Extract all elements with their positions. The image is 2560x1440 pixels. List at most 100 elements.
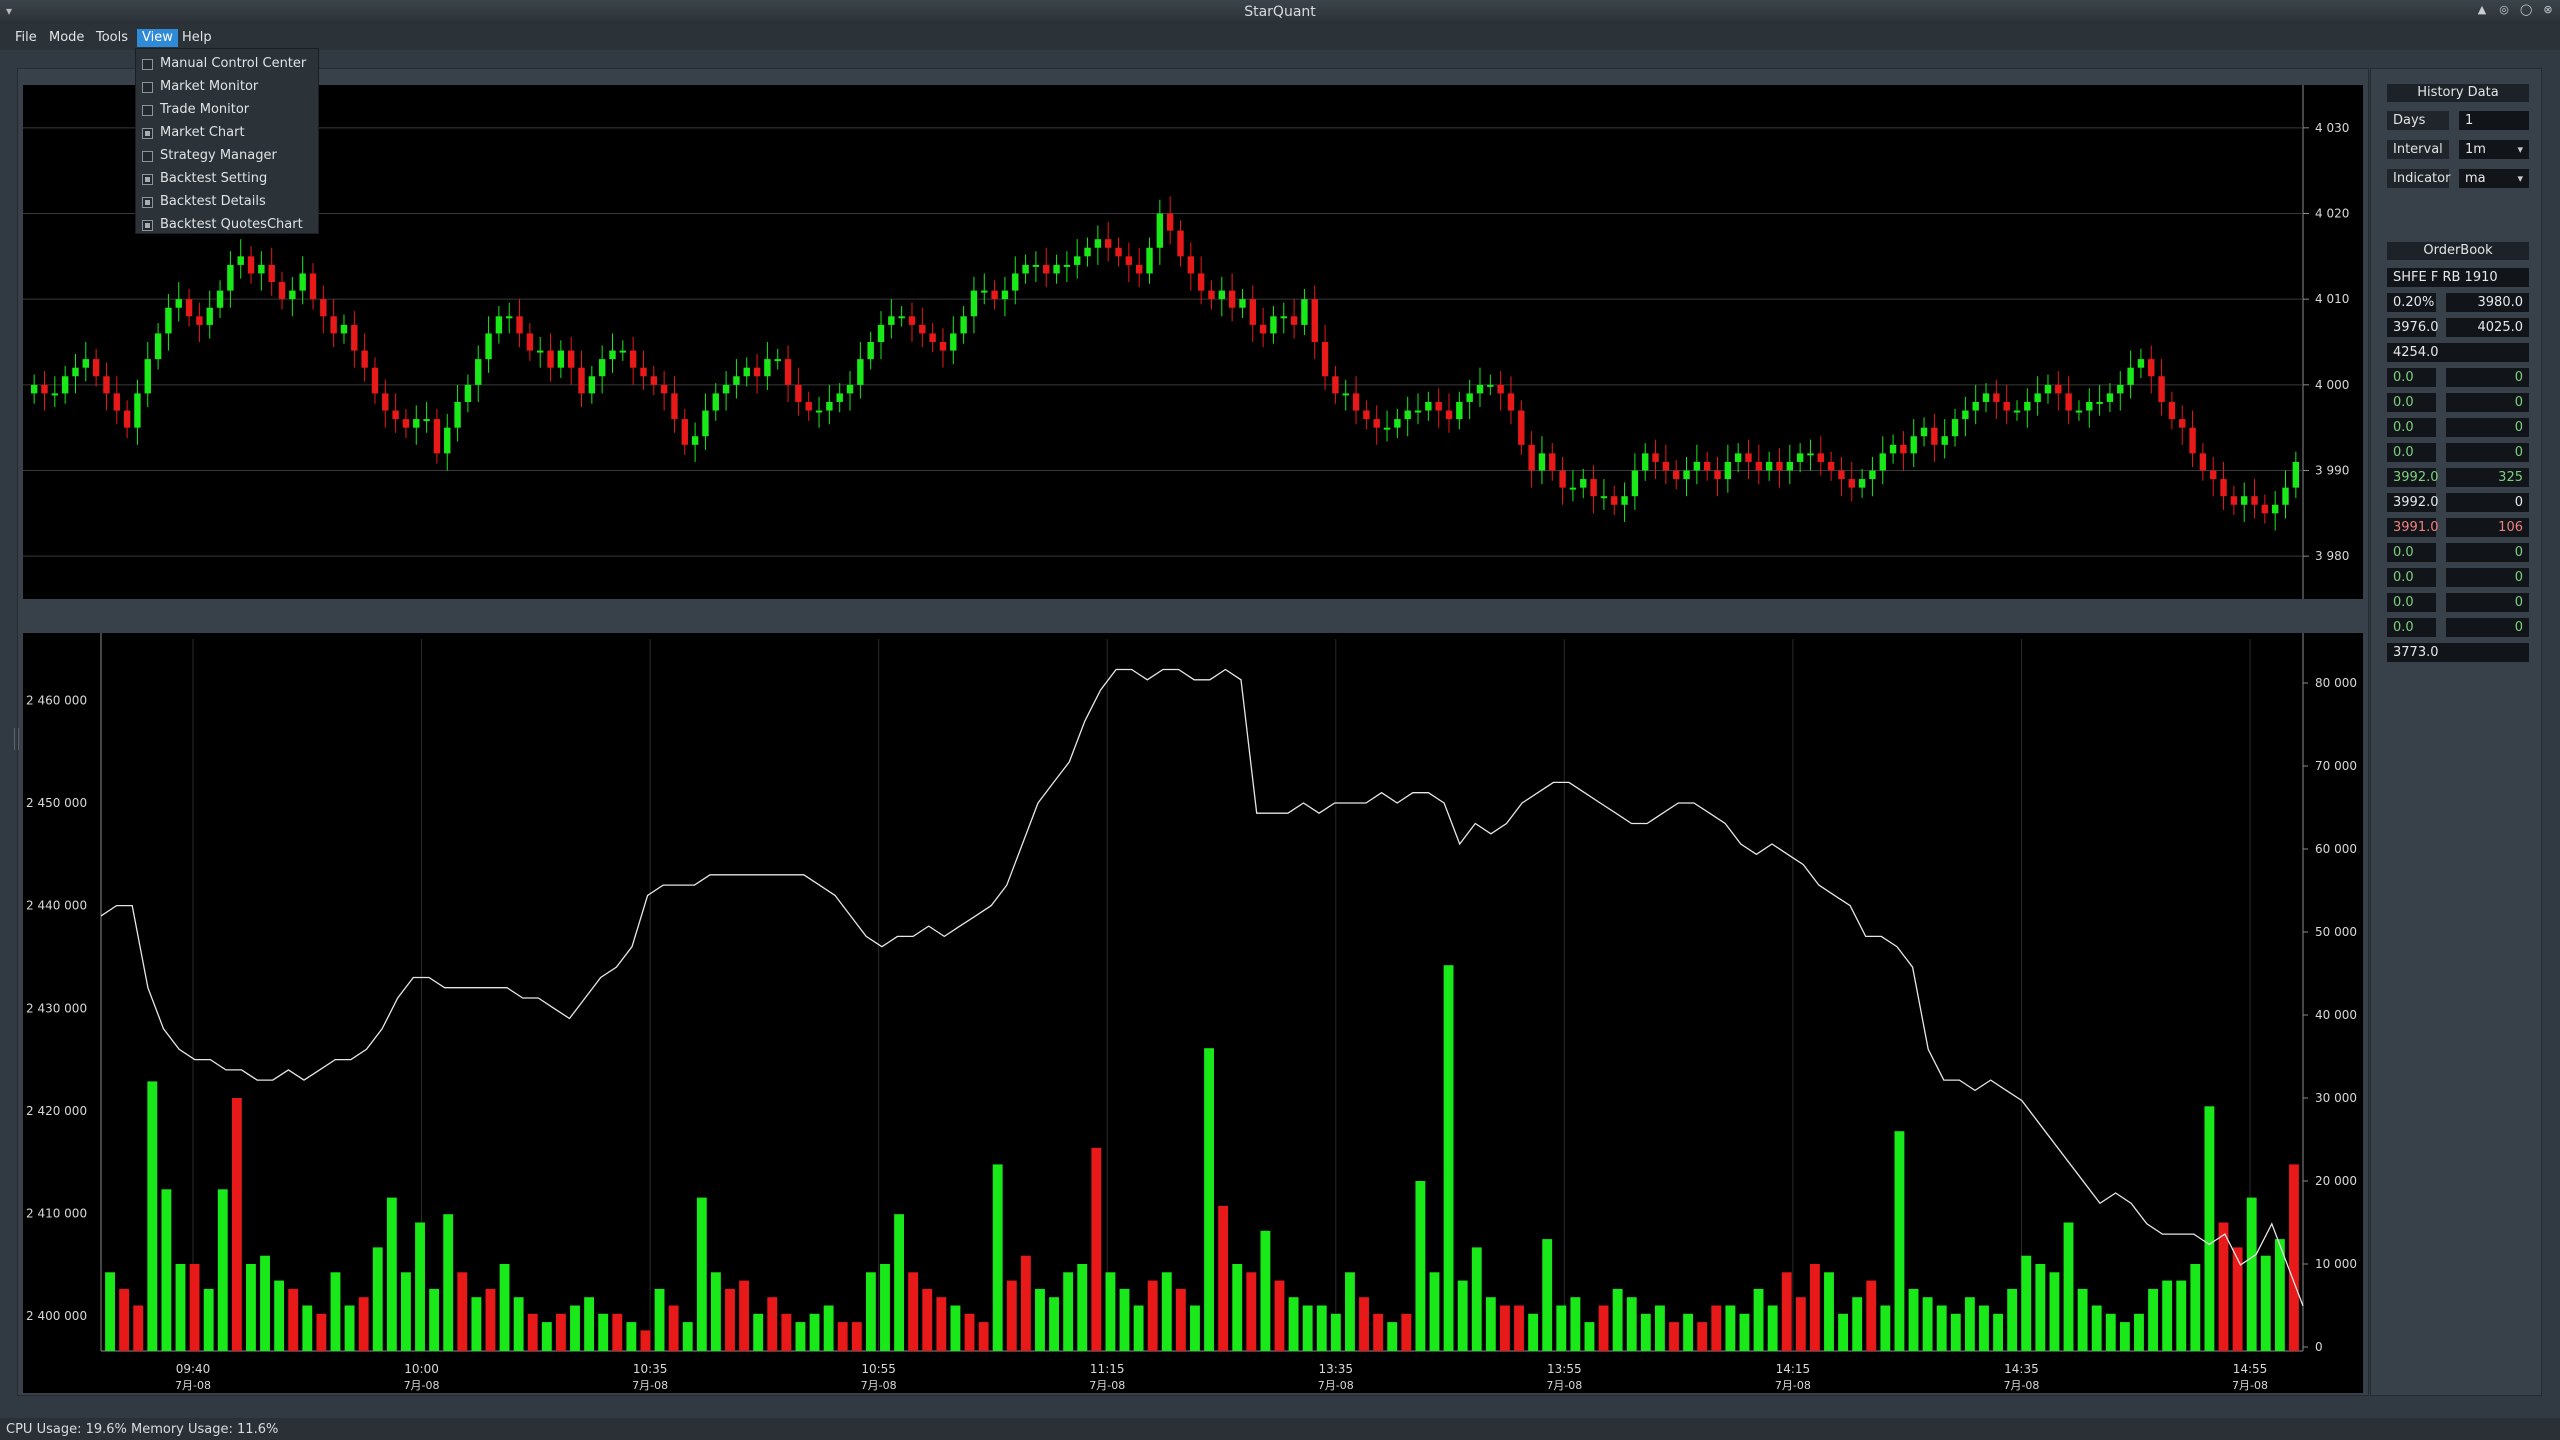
splitter-handle[interactable] [14, 728, 19, 750]
date-tick-label: 7月-08 [1089, 1379, 1125, 1392]
candle-body [423, 419, 430, 422]
volume-bar [443, 1214, 454, 1351]
interval-value: 1m [2465, 142, 2486, 157]
volume-tick-label: 40 000 [2315, 1008, 2357, 1022]
candle-body [1445, 410, 1453, 420]
candle-body [1538, 453, 1546, 471]
checkbox-icon[interactable] [142, 59, 153, 70]
checkbox-icon[interactable] [142, 82, 153, 93]
date-tick-label: 7月-08 [632, 1379, 668, 1392]
volume-bar [992, 1164, 1003, 1351]
candle-body [237, 256, 244, 265]
time-tick-label: 10:55 [861, 1362, 896, 1376]
volume-bar [541, 1322, 552, 1351]
candle-body [1053, 264, 1060, 274]
view-menu-item[interactable]: Manual Control Center [136, 53, 318, 76]
candle-body [475, 359, 482, 385]
candle-body [2292, 461, 2300, 488]
volume-bar [1824, 1272, 1834, 1351]
volume-bar [372, 1247, 383, 1351]
menu-tools[interactable]: Tools [96, 30, 129, 45]
menu-file[interactable]: File [15, 30, 37, 45]
candle-body [2044, 384, 2052, 394]
candle-body [1672, 470, 1680, 480]
volume-bar [978, 1322, 989, 1351]
volume-bar [400, 1272, 411, 1351]
candle-body [588, 376, 596, 394]
indicator-select[interactable]: ma [2459, 169, 2529, 188]
checkbox-icon[interactable] [142, 197, 153, 208]
volume-bar [1753, 1288, 1764, 1351]
volume-bar [471, 1297, 482, 1351]
volume-bar [1443, 965, 1454, 1351]
interval-select[interactable]: 1m [2459, 140, 2529, 159]
volume-bar [1542, 1239, 1553, 1351]
volume-bar [457, 1272, 468, 1351]
menu-mode[interactable]: Mode [49, 30, 85, 45]
time-tick-label: 14:15 [1776, 1362, 1811, 1376]
candle-body [1043, 264, 1050, 274]
candle-body [2179, 419, 2186, 428]
view-menu-item[interactable]: Backtest Details [136, 191, 318, 214]
chart-canvas[interactable]: 4 030 4 020 4 010 4 000 3 990 3 980 2 460 000 2… [18, 69, 2368, 1395]
view-menu-item[interactable]: Backtest Setting [136, 168, 318, 191]
volume-bar [1570, 1297, 1581, 1351]
candle-body [629, 350, 637, 368]
volume-bar [950, 1305, 961, 1351]
menu-help[interactable]: Help [182, 30, 212, 45]
volume-bar [795, 1322, 806, 1351]
candle-body [113, 393, 120, 411]
volume-bar [189, 1264, 200, 1351]
volume-bar [1063, 1272, 1074, 1351]
candle-body [1156, 213, 1164, 248]
candle-body [309, 273, 317, 300]
candle-body [1931, 427, 1938, 445]
menu-view[interactable]: View [137, 29, 178, 47]
candle-body [1951, 419, 1959, 437]
checkbox-icon[interactable] [142, 220, 153, 231]
orderbook-level-price: 0.0 [2387, 368, 2436, 387]
history-data-header: History Data [2387, 84, 2529, 102]
date-tick-label: 7月-08 [1775, 1379, 1811, 1392]
candle-body [371, 367, 379, 394]
candle-body [2065, 393, 2072, 411]
candle-body [1352, 393, 1360, 411]
view-menu-item[interactable]: Trade Monitor [136, 99, 318, 122]
candle-body [1425, 401, 1432, 411]
checkbox-icon[interactable] [142, 105, 153, 116]
view-menu-item[interactable]: Market Chart [136, 122, 318, 145]
volume-bar [1852, 1297, 1863, 1351]
candle-body [361, 350, 368, 368]
keep-above-icon[interactable]: ▲ [2477, 3, 2487, 16]
candle-body [1642, 453, 1649, 471]
volume-bar [1049, 1297, 1059, 1351]
view-menu-item[interactable]: Strategy Manager [136, 145, 318, 168]
candle-body [598, 359, 606, 377]
volume-bar [217, 1189, 228, 1351]
window-menu-icon[interactable]: ▾ [6, 4, 13, 18]
orderbook-symbol[interactable]: SHFE F RB 1910 [2387, 268, 2529, 287]
candle-body [1755, 461, 1763, 471]
candle-body [2220, 479, 2227, 497]
candle-body [216, 290, 224, 308]
close-icon[interactable]: ⊗ [2543, 3, 2553, 16]
view-menu-item[interactable]: Market Monitor [136, 76, 318, 99]
maximize-icon[interactable]: ◯ [2520, 3, 2533, 16]
candle-body [970, 290, 978, 317]
candle-body [330, 316, 337, 334]
checkbox-icon[interactable] [142, 151, 153, 162]
checkbox-icon[interactable] [142, 174, 153, 185]
volume-bar [1556, 1305, 1567, 1351]
checkbox-icon[interactable] [142, 128, 153, 139]
candle-body [1786, 461, 1794, 471]
candle-body [991, 290, 998, 300]
view-menu-item[interactable]: Backtest QuotesChart [136, 214, 318, 237]
candle-body [382, 393, 389, 411]
time-tick-label: 13:35 [1318, 1362, 1353, 1376]
volume-bar [880, 1264, 890, 1351]
minimize-icon[interactable]: ◎ [2499, 3, 2509, 16]
volume-bar [1838, 1313, 1849, 1351]
candle-body [681, 419, 688, 445]
days-input[interactable]: 1 [2459, 111, 2529, 130]
orderbook-level-price: 0.0 [2387, 393, 2436, 412]
